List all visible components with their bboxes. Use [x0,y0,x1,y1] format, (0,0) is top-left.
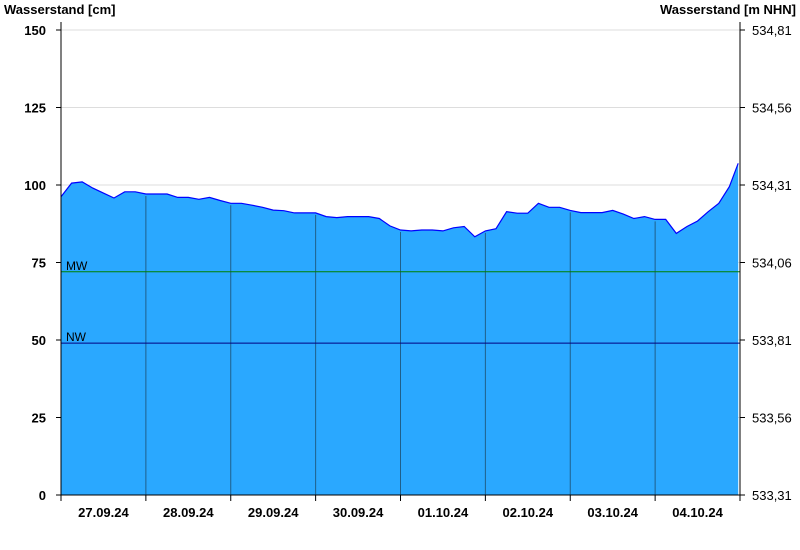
x-tick-label: 02.10.24 [503,505,554,520]
y-tick-label-right: 534,31 [752,178,792,193]
y-tick-label-left: 25 [32,411,46,426]
y-tick-label-left: 100 [24,178,46,193]
water-level-area [61,163,739,496]
x-tick-label: 01.10.24 [418,505,469,520]
y-tick-label-left: 50 [32,333,46,348]
x-tick-label: 28.09.24 [163,505,214,520]
level-label-mw: MW [66,259,88,273]
x-tick-label: 04.10.24 [672,505,723,520]
x-tick-label: 03.10.24 [587,505,638,520]
x-tick-label: 30.09.24 [333,505,384,520]
y-tick-label-left: 75 [32,256,46,271]
water-level-line [60,163,739,238]
x-tick-label: 29.09.24 [248,505,299,520]
y-tick-label-right: 534,06 [752,256,792,271]
x-tick-label: 27.09.24 [78,505,129,520]
y-tick-label-right: 534,56 [752,101,792,116]
y-tick-label-right: 534,81 [752,23,792,38]
level-label-nw: NW [66,330,87,344]
y-tick-label-left: 0 [39,488,46,503]
y-tick-label-left: 125 [24,101,46,116]
y-tick-label-left: 150 [24,23,46,38]
y-axis-left-label: Wasserstand [cm] [4,2,116,17]
y-tick-label-right: 533,81 [752,333,792,348]
y-tick-label-right: 533,31 [752,488,792,503]
y-tick-label-right: 533,56 [752,411,792,426]
y-axis-right-label: Wasserstand [m NHN] [660,2,796,17]
